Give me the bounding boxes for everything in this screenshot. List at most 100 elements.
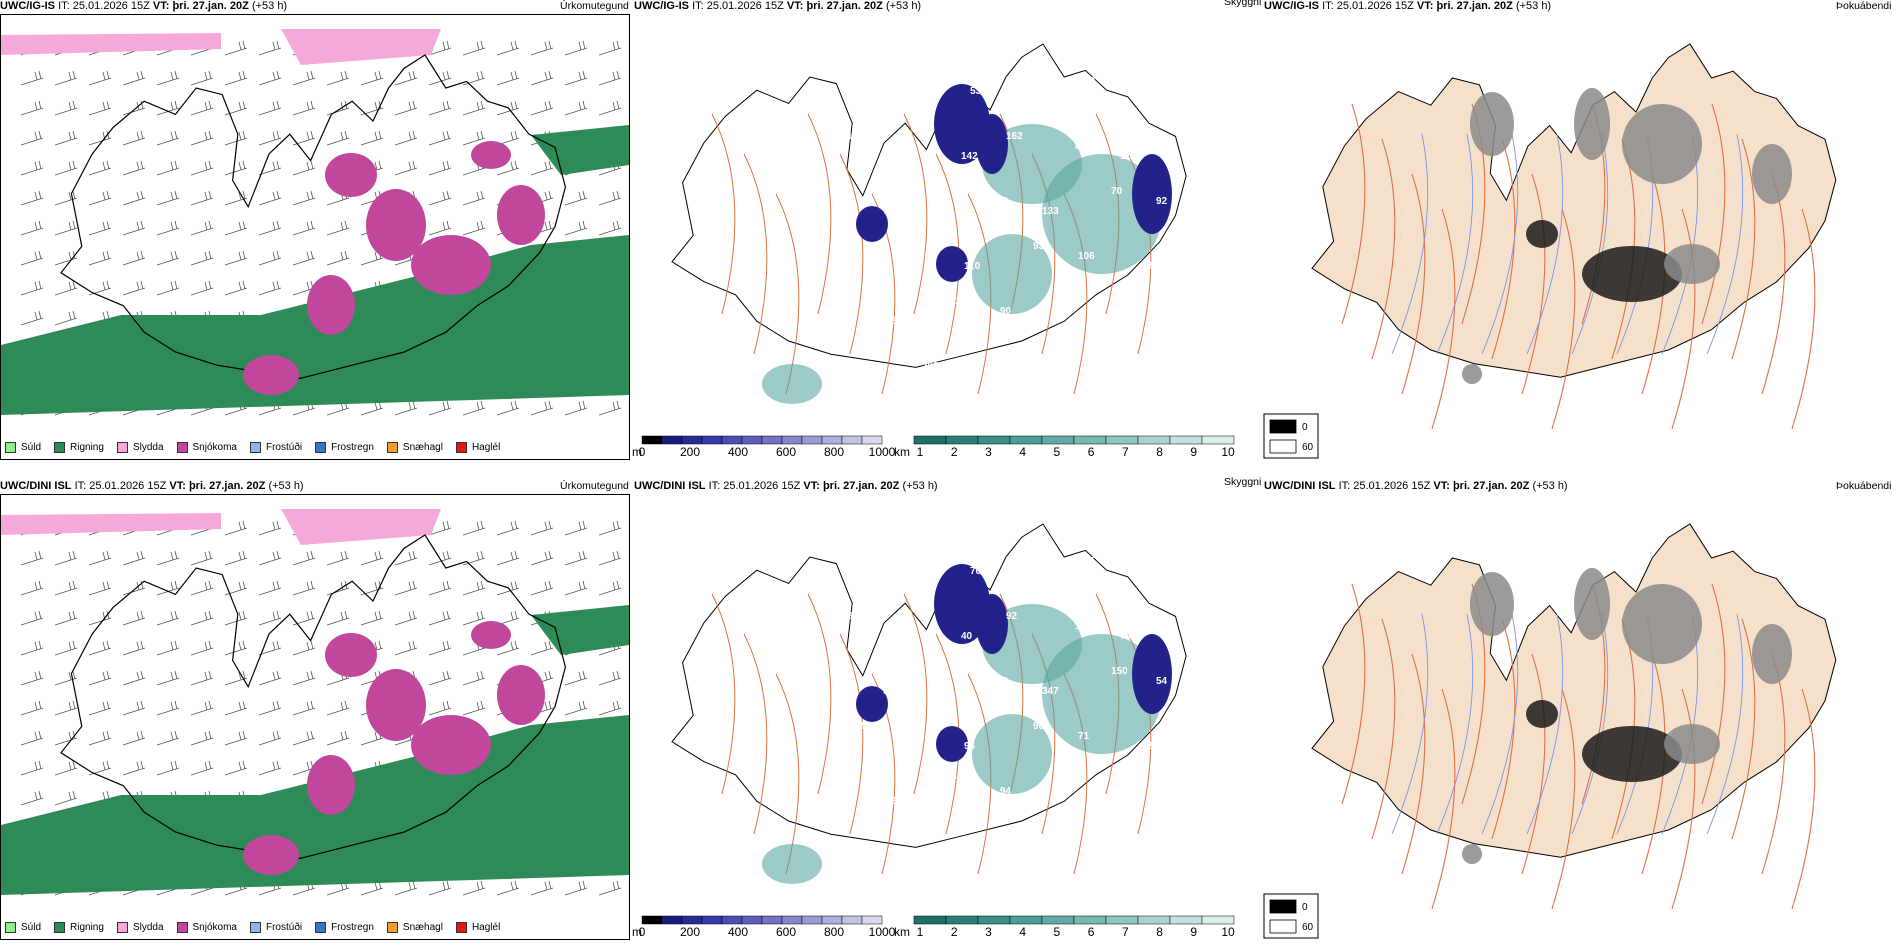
coastline bbox=[671, 523, 1187, 848]
colorbar-segment bbox=[741, 915, 763, 925]
road bbox=[839, 633, 864, 835]
colorbar-segment bbox=[661, 915, 683, 925]
colorbar-segment bbox=[1201, 915, 1235, 925]
low-cloud-area bbox=[856, 686, 888, 722]
cloud-base-value: 398 bbox=[928, 666, 945, 677]
colorbar-segment bbox=[821, 915, 843, 925]
cloud-base-value: 53 bbox=[970, 86, 982, 97]
cloud-base-value: 93 bbox=[925, 76, 937, 87]
precip-map-svg bbox=[1, 29, 629, 416]
wind-barb bbox=[394, 130, 418, 146]
cloud-base-value: 65 bbox=[811, 86, 823, 97]
legend-swatch bbox=[386, 442, 398, 453]
colorbar-segment bbox=[1137, 435, 1171, 445]
wind-barb bbox=[258, 520, 282, 536]
wind-barb bbox=[88, 670, 112, 686]
precip-type-title: Úrkomutegund bbox=[560, 480, 629, 492]
wind-barb bbox=[462, 220, 486, 236]
wind-barb bbox=[54, 700, 78, 716]
legend-swatch bbox=[315, 922, 327, 933]
legend-item: Slydda bbox=[116, 442, 164, 453]
visibility-colorbar: km 1 2 3 4 5 6 7 8 9 10 bbox=[894, 915, 1235, 939]
wind-barb bbox=[428, 100, 452, 116]
colorbar-tick: 800 bbox=[824, 925, 844, 939]
wind-barb bbox=[156, 160, 180, 176]
snow-area bbox=[307, 755, 355, 815]
wind-barb bbox=[54, 100, 78, 116]
cloud-type-title: Skyggni bbox=[1224, 0, 1262, 8]
forecast-row-igis: UWC/IG-IS IT: 25.01.2026 15Z VT: þri. 27… bbox=[0, 0, 1900, 470]
visibility-unit: km bbox=[894, 445, 910, 459]
fog-legend-label: 60 bbox=[1302, 442, 1314, 453]
wind-barb bbox=[88, 130, 112, 146]
wind-barb bbox=[190, 760, 214, 776]
colorbar-tick: 600 bbox=[776, 925, 796, 939]
wind-barb bbox=[122, 610, 146, 626]
wind-barb bbox=[394, 400, 418, 416]
wind-barb bbox=[292, 670, 316, 686]
river bbox=[1526, 133, 1564, 355]
colorbar-segment bbox=[1009, 915, 1043, 925]
wind-barb bbox=[428, 640, 452, 656]
wind-barb bbox=[122, 670, 146, 686]
colorbar-segment bbox=[1041, 435, 1075, 445]
wind-barb bbox=[156, 250, 180, 266]
wind-barb bbox=[530, 520, 554, 536]
land-area bbox=[1311, 43, 1837, 378]
wind-barb bbox=[20, 640, 44, 656]
road bbox=[935, 633, 960, 835]
visibility-colorbar: km 1 2 3 4 5 6 7 8 9 10 bbox=[894, 435, 1235, 459]
legend-label: Snjókoma bbox=[192, 922, 237, 933]
cloud-base-value: 22 bbox=[769, 131, 781, 142]
sleet-area bbox=[1, 33, 221, 55]
cloud-base-value: 70 bbox=[1111, 186, 1123, 197]
cloud-base-value: 162 bbox=[1006, 131, 1023, 142]
precip-type-title: Úrkomutegund bbox=[560, 0, 629, 12]
cloud-base-value: 98 bbox=[886, 316, 898, 327]
wind-barb bbox=[598, 40, 622, 56]
wind-barb bbox=[54, 670, 78, 686]
cloud-base-value: 75 bbox=[955, 776, 967, 787]
road bbox=[903, 593, 928, 795]
wind-barb bbox=[190, 100, 214, 116]
wind-barb bbox=[360, 550, 384, 566]
river bbox=[1481, 133, 1519, 355]
wind-barb bbox=[54, 730, 78, 746]
colorbar-tick: 7 bbox=[1122, 445, 1129, 459]
snow-area bbox=[325, 633, 377, 677]
fog-legend-label: 0 bbox=[1302, 902, 1308, 913]
cloud-base-value: 102 bbox=[763, 306, 780, 317]
road bbox=[1671, 208, 1696, 430]
wind-barb bbox=[156, 280, 180, 296]
legend-item: Rigning bbox=[54, 922, 104, 933]
rain-area bbox=[531, 125, 629, 175]
wind-barb bbox=[496, 70, 520, 86]
legend-swatch bbox=[455, 442, 467, 453]
legend-item: Snæhagl bbox=[386, 922, 443, 933]
legend-swatch bbox=[5, 442, 16, 453]
wind-barb bbox=[564, 100, 588, 116]
wind-barb bbox=[462, 520, 486, 536]
wind-barb bbox=[122, 550, 146, 566]
cloud-base-colorbar: m0 200 400 600 800 1000 bbox=[632, 915, 896, 939]
road bbox=[1431, 688, 1456, 910]
wind-barb bbox=[88, 160, 112, 176]
cloud-base-value: 168 bbox=[1153, 566, 1170, 577]
colorbar-tick: 4 bbox=[1019, 445, 1026, 459]
cloud-base-value: 96 bbox=[886, 796, 898, 807]
cloud-base-value: 233 bbox=[925, 556, 942, 567]
colorbar-tick: 400 bbox=[728, 445, 748, 459]
precip-type-map: Súld Rigning Slydda Snjókoma Frostúði Frostre… bbox=[0, 14, 630, 460]
colorbar-tick: 8 bbox=[1156, 445, 1163, 459]
wind-barb bbox=[530, 160, 554, 176]
precip-map-svg bbox=[1, 509, 629, 896]
cloud-base-value: 142 bbox=[961, 151, 978, 162]
legend-item: Rigning bbox=[54, 442, 104, 453]
legend-swatch bbox=[249, 442, 261, 453]
wind-barb bbox=[598, 400, 622, 416]
road bbox=[1371, 618, 1396, 840]
wind-barb bbox=[258, 700, 282, 716]
wind-barb bbox=[360, 610, 384, 626]
wind-barb bbox=[88, 550, 112, 566]
low-cloud-area bbox=[936, 246, 968, 282]
